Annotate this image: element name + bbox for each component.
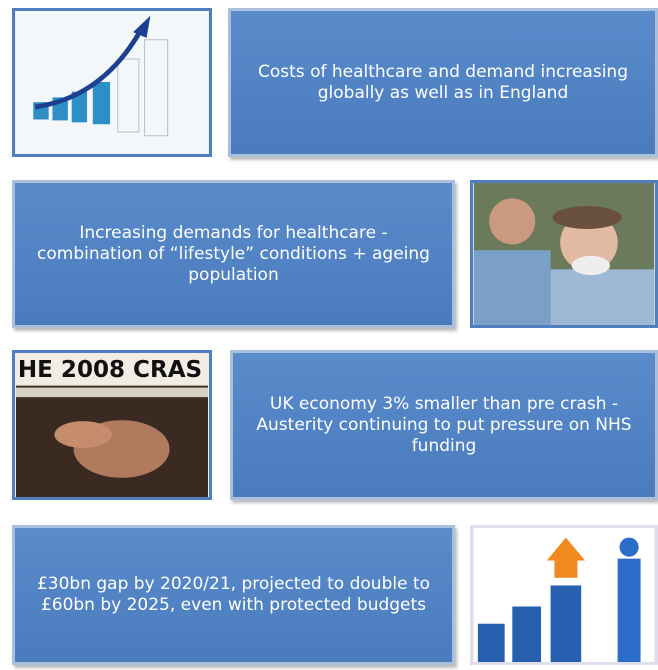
crash-newspaper-art: HE 2008 CRAS	[16, 353, 208, 497]
crash-newspaper-photo: HE 2008 CRAS	[12, 350, 212, 500]
text-box: UK economy 3% smaller than pre crash - A…	[230, 350, 658, 500]
budget-blocks-art	[474, 528, 654, 662]
newspaper-headline: HE 2008 CRAS	[18, 357, 202, 383]
elderly-care-photo	[470, 180, 658, 328]
growth-chart-image	[12, 8, 212, 157]
elderly-care-art	[473, 183, 655, 325]
text-box: £30bn gap by 2020/21, projected to doubl…	[12, 525, 455, 665]
budget-blocks-image	[470, 525, 658, 665]
growth-chart-art	[16, 11, 208, 154]
text-box: Costs of healthcare and demand increasin…	[228, 8, 658, 157]
text-box: Increasing demands for healthcare - comb…	[12, 180, 455, 328]
